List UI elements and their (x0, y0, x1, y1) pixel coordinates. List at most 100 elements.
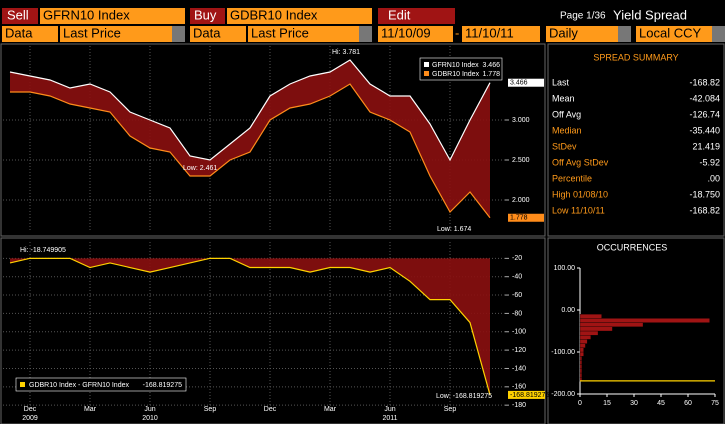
last-value: 1.778 (510, 215, 528, 222)
summary-label: Off Avg StDev (552, 157, 609, 167)
sell-ticker: GFRN10 Index (43, 7, 130, 22)
occurrences-panel (547, 237, 725, 424)
x-tick-year: 2011 (382, 415, 397, 422)
currency: Local CCY (639, 25, 701, 40)
dropdown-arrow[interactable] (712, 26, 725, 42)
legend-value: 1.778 (482, 71, 500, 78)
x-tick-label: 0 (578, 400, 582, 407)
legend-name: GFRN10 Index (432, 62, 479, 69)
annotation: Hi: 3.781 (332, 49, 360, 56)
spread-fill (10, 258, 490, 395)
y-tick-label: -120 (512, 347, 526, 354)
y-tick-label: 3.000 (512, 117, 530, 124)
y-tick-label: -160 (512, 384, 526, 391)
y-tick-label: -40 (512, 274, 522, 281)
x-tick-label: 30 (630, 400, 638, 407)
end-date-field[interactable] (462, 26, 540, 42)
field-select[interactable] (60, 26, 172, 42)
summary-label: StDev (552, 141, 577, 151)
legend-box (15, 377, 187, 392)
y-tick-label: 100.00 (554, 265, 576, 272)
data-label: Data (193, 25, 221, 40)
buy-button[interactable] (190, 8, 225, 24)
series-line (9, 59, 491, 162)
histogram-bar (579, 347, 584, 353)
y-tick-label: -20 (512, 255, 522, 262)
currency-select[interactable] (636, 26, 712, 42)
y-tick-label: -140 (512, 365, 526, 372)
series-line (9, 257, 491, 396)
summary-value: -35.440 (689, 125, 720, 135)
x-tick-label: Dec (24, 406, 37, 413)
y-tick-label: -100 (512, 329, 526, 336)
period: Daily (549, 25, 578, 40)
histogram-bar (579, 318, 710, 323)
annotation: Low: 2.461 (183, 165, 217, 172)
x-tick-label: Dec (264, 406, 277, 413)
page-indicator: Page 1/36 (560, 11, 606, 22)
sell-label: Sell (7, 7, 29, 22)
y-tick-label: 2.500 (512, 157, 530, 164)
x-tick-label: Jun (384, 406, 395, 413)
x-tick-year: 2010 (142, 415, 158, 422)
x-tick-label: Mar (324, 406, 337, 413)
spread-band (10, 60, 490, 218)
legend-swatch (20, 382, 25, 387)
sell-ticker-field[interactable] (40, 8, 185, 24)
last-value-box (508, 390, 545, 399)
dropdown-arrow[interactable] (172, 26, 185, 42)
bottom-panel (0, 237, 546, 424)
legend-value: -168.819275 (143, 382, 182, 389)
summary-label: Last (552, 77, 570, 87)
summary-value: -18.750 (689, 189, 720, 199)
summary-value: -5.92 (699, 157, 720, 167)
histogram-bar (579, 368, 582, 374)
dropdown-arrow[interactable] (359, 26, 372, 42)
histogram-bar (579, 356, 582, 361)
top-panel (0, 43, 546, 237)
y-tick-label: -100.00 (551, 349, 575, 356)
data-label: Data (5, 25, 33, 40)
x-tick-label: Jun (144, 406, 155, 413)
edit-label: Edit (388, 7, 411, 22)
field-select[interactable] (248, 26, 359, 42)
summary-title: SPREAD SUMMARY (593, 52, 678, 62)
histogram-bar (579, 351, 584, 357)
legend-name: GDBR10 Index - GFRN10 Index (29, 382, 129, 389)
summary-value: -168.82 (689, 205, 720, 215)
summary-value: -42.084 (689, 93, 720, 103)
dropdown-arrow[interactable] (618, 26, 631, 42)
histogram-bar (579, 314, 602, 319)
period-select[interactable] (546, 26, 618, 42)
date-dash: - (455, 25, 459, 40)
x-tick-label: Mar (84, 406, 97, 413)
data-field[interactable] (2, 26, 58, 42)
buy-ticker: GDBR10 Index (230, 7, 318, 22)
start-date: 11/10/09 (381, 25, 431, 40)
buy-ticker-field[interactable] (227, 8, 372, 24)
sell-button[interactable] (2, 8, 38, 24)
y-tick-label: 0.00 (561, 307, 575, 314)
y-tick-label: -180 (512, 402, 526, 409)
series-line (10, 83, 491, 219)
summary-label: High 01/08/10 (552, 189, 608, 199)
x-tick-year: 2009 (22, 415, 38, 422)
x-tick-label: 60 (684, 400, 692, 407)
start-date-field[interactable] (378, 26, 453, 42)
summary-label: Mean (552, 93, 575, 103)
x-tick-label: 75 (711, 400, 719, 407)
legend-value: 3.466 (482, 62, 500, 69)
annotation: Hi: -18.749905 (20, 247, 66, 254)
histogram-bar (579, 360, 582, 365)
annotation: Low: -168.819275 (436, 393, 492, 400)
view-title: Yield Spread (613, 7, 687, 22)
x-tick-label: Sep (444, 406, 457, 413)
histogram-bar (579, 343, 586, 348)
y-tick-label: 2.000 (512, 197, 530, 204)
buy-label: Buy (194, 7, 217, 22)
data-field[interactable] (190, 26, 246, 42)
x-tick-label: 45 (657, 400, 665, 407)
edit-button[interactable] (378, 8, 455, 24)
legend-name: GDBR10 Index (432, 71, 480, 78)
